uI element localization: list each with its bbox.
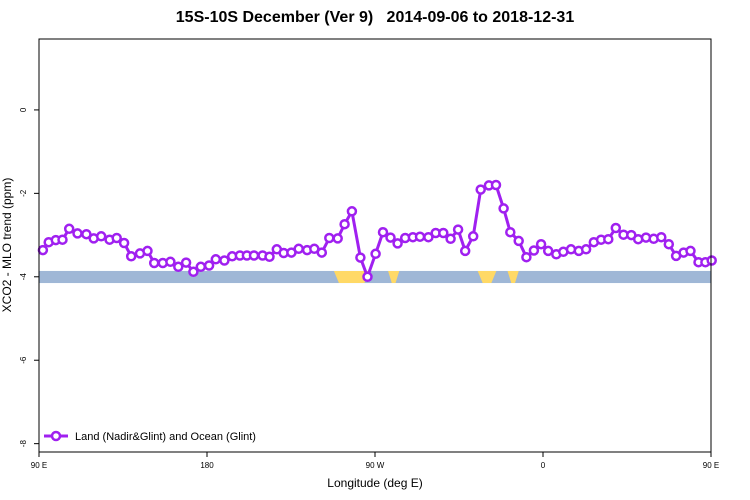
data-point (603, 233, 614, 245)
data-point (81, 228, 92, 240)
data-point (535, 238, 547, 250)
data-point (180, 257, 192, 268)
surface-band-ocean (39, 270, 711, 284)
series-line-layer (41, 183, 713, 279)
legend-marker-swatch (50, 430, 62, 442)
data-point (355, 252, 366, 263)
data-point (414, 231, 426, 242)
x-axis-ticks: 90 E 180 90 W 0 90 E (31, 452, 719, 470)
data-point (385, 232, 396, 243)
data-point (392, 238, 403, 249)
data-point (95, 231, 107, 242)
data-point (332, 233, 343, 244)
x-tick-label: 0 (541, 461, 546, 470)
data-point (362, 271, 373, 283)
data-point (459, 245, 471, 257)
data-point (521, 251, 532, 263)
data-point (37, 244, 49, 256)
data-point (610, 222, 622, 234)
plot-frame (38, 38, 712, 453)
series-points-layer (37, 179, 717, 283)
data-point (498, 203, 509, 214)
y-tick-label: 0 (19, 107, 28, 112)
data-point (505, 226, 516, 238)
data-point (316, 247, 328, 258)
y-tick-label: -6 (19, 356, 28, 364)
data-point (293, 243, 304, 255)
legend-label: Land (Nadir&Glint) and Ocean (Glint) (75, 431, 256, 443)
data-point (125, 251, 137, 262)
data-point (203, 260, 215, 271)
legend: Land (Nadir&Glint) and Ocean (Glint) (44, 430, 256, 443)
surface-band (39, 270, 711, 284)
x-axis-label: Longitude (deg E) (327, 476, 423, 490)
surface-band-land (388, 270, 400, 284)
data-point (148, 257, 160, 269)
data-point (72, 228, 83, 239)
y-axis-label: XCO2 - MLO trend (ppm) (0, 177, 14, 313)
data-point (219, 255, 230, 266)
series-line (41, 183, 713, 279)
y-tick-label: -8 (19, 440, 28, 448)
data-point (656, 231, 667, 243)
data-point (467, 231, 479, 242)
surface-band-land (333, 270, 370, 284)
data-point (445, 233, 456, 245)
data-point (528, 245, 540, 256)
y-axis-ticks: 0 -2 -4 -6 -8 (19, 107, 39, 447)
data-point (452, 224, 464, 235)
data-point (370, 248, 381, 260)
data-point (264, 251, 275, 263)
y-tick-label: -4 (19, 273, 28, 281)
chart-title: 15S-10S December (Ver 9) 2014-09-06 to 2… (175, 9, 575, 26)
data-point (475, 184, 486, 195)
x-tick-label: 90 W (366, 461, 385, 470)
data-point (142, 245, 153, 257)
data-point (438, 227, 449, 239)
data-point (423, 231, 434, 243)
data-point (111, 232, 122, 244)
data-point (490, 179, 502, 191)
data-point (542, 245, 554, 257)
data-point (706, 255, 717, 266)
data-point (57, 234, 68, 245)
data-point (188, 266, 199, 278)
data-point (377, 226, 389, 238)
x-tick-label: 90 E (703, 461, 719, 470)
x-tick-label: 90 E (31, 461, 47, 470)
data-point (165, 256, 176, 268)
surface-band-land (507, 270, 519, 284)
data-point (339, 218, 350, 230)
data-point (63, 223, 75, 235)
data-point (173, 261, 184, 273)
data-point (195, 261, 207, 273)
data-point (346, 206, 358, 217)
surface-band-land (477, 270, 497, 284)
data-point (324, 232, 335, 244)
data-point (663, 238, 675, 250)
data-point (248, 250, 260, 261)
data-point (210, 254, 222, 265)
x-tick-label: 180 (200, 461, 214, 470)
data-point (513, 235, 524, 247)
data-point (118, 237, 130, 249)
data-point (685, 245, 696, 257)
y-tick-label: -2 (19, 189, 28, 197)
data-point (580, 244, 592, 255)
